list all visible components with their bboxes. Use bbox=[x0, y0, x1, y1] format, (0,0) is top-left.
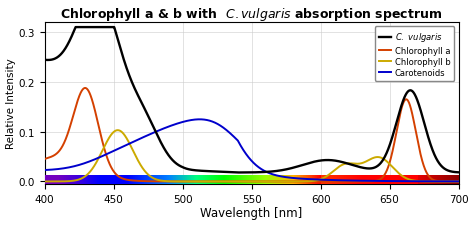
Legend: $\it{C.\ vulgaris}$, Chlorophyll a, Chlorophyll b, Carotenoids: $\it{C.\ vulgaris}$, Chlorophyll a, Chlo… bbox=[374, 27, 455, 81]
X-axis label: Wavelength [nm]: Wavelength [nm] bbox=[201, 207, 303, 219]
Y-axis label: Relative Intensity: Relative Intensity bbox=[6, 58, 16, 149]
Title: Chlorophyll a & b with  $\it{C. vulgaris}$ absorption spectrum: Chlorophyll a & b with $\it{C. vulgaris}… bbox=[61, 6, 443, 23]
